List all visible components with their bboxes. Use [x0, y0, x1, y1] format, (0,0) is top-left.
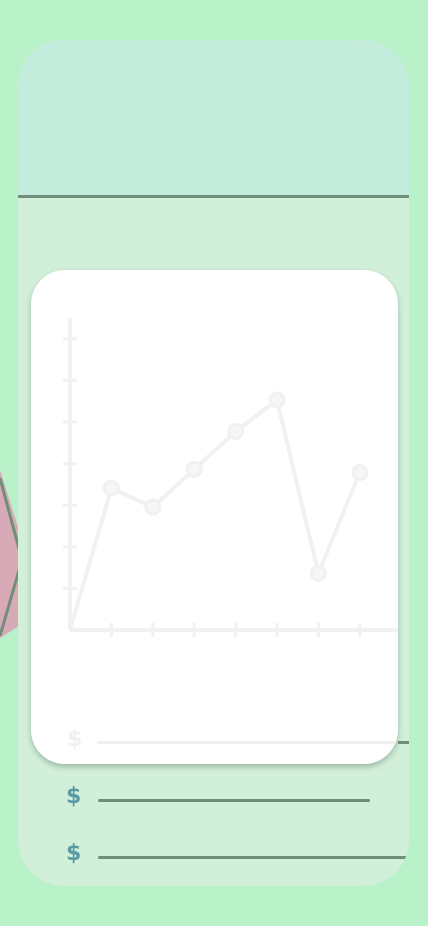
hidden-row-line	[398, 741, 409, 744]
money-row-1[interactable]: $	[66, 784, 409, 812]
ghost-dollar-icon: $	[67, 727, 83, 752]
data-point	[309, 564, 327, 582]
phone-header	[18, 40, 409, 198]
money-row-2[interactable]: $	[66, 841, 409, 869]
chart-overlay-card[interactable]: $	[31, 270, 398, 764]
data-point	[268, 391, 286, 409]
data-point	[185, 460, 203, 478]
series-line	[68, 398, 362, 631]
data-point	[102, 479, 120, 497]
line-chart	[63, 318, 398, 637]
chart-series	[68, 391, 369, 631]
amount-bar	[98, 856, 409, 859]
data-point	[351, 464, 369, 481]
amount-bar	[98, 799, 370, 802]
ghost-money-row: $	[67, 727, 398, 755]
chart-axes	[68, 318, 398, 632]
data-point	[227, 423, 245, 441]
chart-ticks	[63, 337, 362, 637]
ghost-amount-bar	[97, 741, 398, 744]
data-point	[144, 498, 162, 516]
dollar-icon: $	[66, 841, 82, 866]
dollar-icon: $	[66, 784, 82, 809]
